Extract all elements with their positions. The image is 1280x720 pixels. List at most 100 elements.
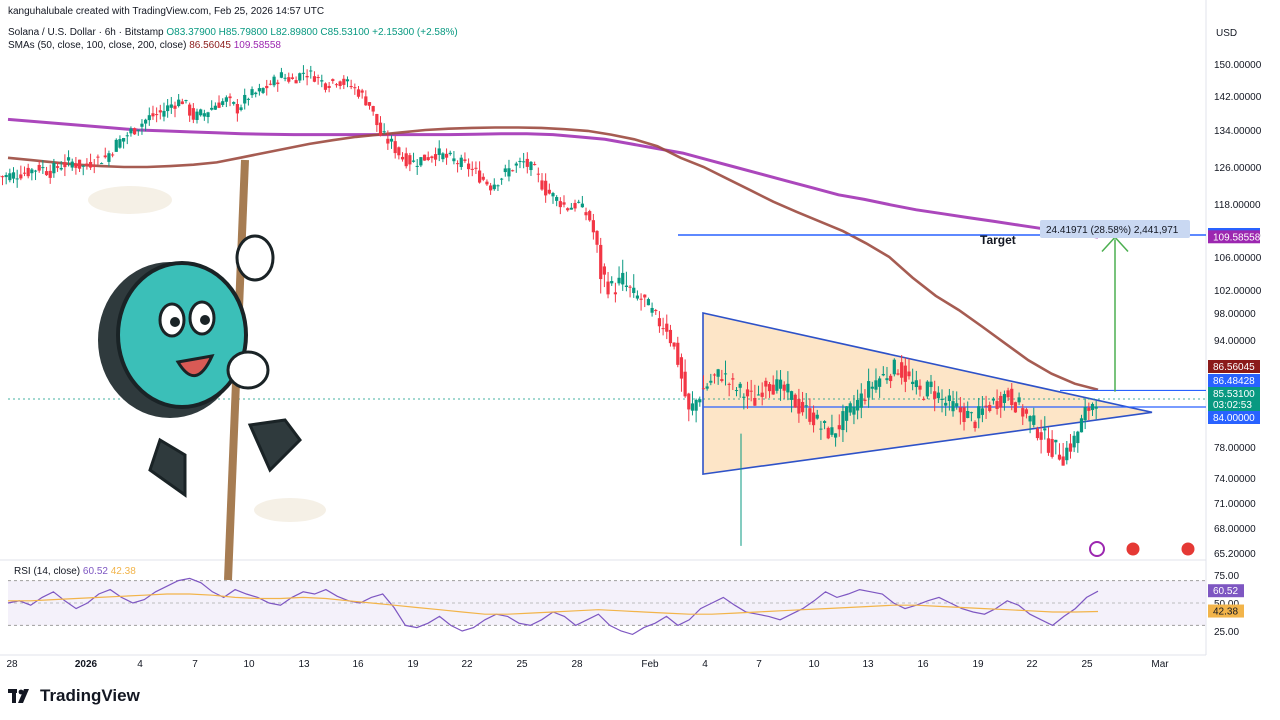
rsi-ma-value: 42.38: [110, 566, 136, 577]
candle-body: [962, 407, 966, 422]
candle-body: [698, 399, 702, 403]
tradingview-logo-icon: [8, 689, 29, 703]
currency-label[interactable]: USD: [1216, 28, 1238, 39]
candle-body: [459, 157, 463, 167]
sma-value-2: 109.58558: [233, 40, 281, 51]
candle-body: [8, 173, 12, 181]
mascot-coin-face: [116, 261, 248, 409]
price-label-bg: [1208, 411, 1260, 424]
candle-body: [1068, 443, 1073, 452]
candle-body: [808, 408, 812, 422]
candle-body: [371, 106, 375, 112]
candle-body: [217, 102, 221, 108]
candle-body: [874, 380, 878, 390]
candle-body: [848, 403, 852, 413]
candle-body: [944, 402, 948, 406]
candle-body: [819, 428, 823, 430]
sma-legend[interactable]: SMAs (50, close, 100, close, 200, close)…: [8, 40, 281, 51]
x-tick-label: 7: [192, 659, 198, 670]
sma100-line: [7, 126, 1099, 391]
candle-body: [213, 105, 217, 110]
y-tick-label: 142.00000: [1214, 92, 1262, 103]
candle-body: [767, 384, 772, 392]
candle-body: [624, 285, 629, 287]
candle-body: [628, 286, 632, 288]
candle-body: [166, 105, 170, 112]
rsi-value-label: 60.52: [1213, 586, 1238, 597]
rsi-value-bg: [1208, 584, 1244, 598]
candle-body: [206, 112, 210, 118]
candle-body: [999, 395, 1003, 408]
candle-body: [452, 158, 456, 162]
mascot-shoe-left: [148, 437, 187, 498]
candle-body: [632, 287, 636, 294]
candle-body: [463, 159, 467, 161]
candle-body: [30, 169, 34, 174]
candle-body: [1083, 406, 1087, 421]
x-tick-label: 28: [6, 659, 18, 670]
x-tick-label: 4: [137, 659, 143, 670]
candle-body: [466, 163, 471, 170]
candle-body: [246, 98, 250, 100]
candle-body: [66, 157, 71, 161]
candle-body: [382, 131, 386, 133]
candle-body: [955, 403, 959, 407]
candle-body: [184, 100, 188, 102]
candle-body: [364, 96, 368, 106]
candle-body: [400, 156, 405, 160]
candle-body: [760, 392, 764, 397]
rsi-legend[interactable]: RSI (14, close) 60.52 42.38: [14, 566, 136, 577]
candle-body: [977, 406, 981, 419]
candle-body: [731, 378, 735, 380]
candle-body: [88, 161, 93, 168]
candle-body: [59, 167, 63, 170]
candle-body: [547, 189, 551, 194]
candle-body: [1094, 406, 1098, 409]
candle-body: [397, 147, 401, 156]
price-label-bg: [1208, 374, 1260, 387]
candle-body: [712, 374, 717, 376]
rsi-tick-label: 25.00: [1214, 627, 1239, 638]
y-tick-label: 98.00000: [1214, 309, 1256, 320]
candle-body: [1057, 454, 1062, 460]
candle-body: [239, 107, 243, 111]
us-event-icon: [1180, 541, 1196, 557]
candle-body: [863, 399, 867, 401]
tradingview-logo[interactable]: TradingView: [8, 686, 140, 706]
price-label: 03:02:53: [1213, 400, 1252, 411]
symbol-legend[interactable]: Solana / U.S. Dollar · 6h · Bitstamp O83…: [8, 27, 458, 38]
candle-body: [444, 153, 449, 158]
candle-body: [26, 167, 30, 177]
candle-body: [786, 383, 790, 393]
candle-body: [345, 79, 350, 82]
candle-body: [1032, 415, 1036, 425]
candles: [0, 65, 1098, 466]
candle-body: [764, 380, 768, 387]
rsi-tick-label: 50.00: [1214, 599, 1239, 610]
x-tick-label: 7: [756, 659, 762, 670]
price-label-bg: [1208, 360, 1260, 373]
candle-body: [1054, 439, 1058, 443]
candle-body: [859, 393, 863, 408]
candle-body: [988, 405, 992, 411]
candle-body: [1039, 432, 1043, 440]
y-tick-label: 150.00000: [1214, 60, 1262, 71]
candle-body: [973, 421, 977, 429]
candle-body: [580, 203, 584, 208]
candle-body: [569, 207, 573, 210]
price-label: 85.53100: [1213, 389, 1255, 400]
candle-body: [716, 369, 720, 377]
candle-body: [338, 81, 342, 86]
candle-body: [334, 84, 339, 86]
candle-body: [573, 202, 577, 209]
candle-body: [283, 77, 287, 79]
candle-body: [437, 148, 441, 155]
candle-body: [503, 168, 507, 173]
candle-body: [33, 170, 38, 172]
candle-body: [815, 414, 819, 419]
candle-body: [907, 371, 911, 377]
candle-body: [1024, 409, 1029, 414]
candle-body: [676, 342, 680, 365]
x-tick-label: Feb: [641, 659, 659, 670]
